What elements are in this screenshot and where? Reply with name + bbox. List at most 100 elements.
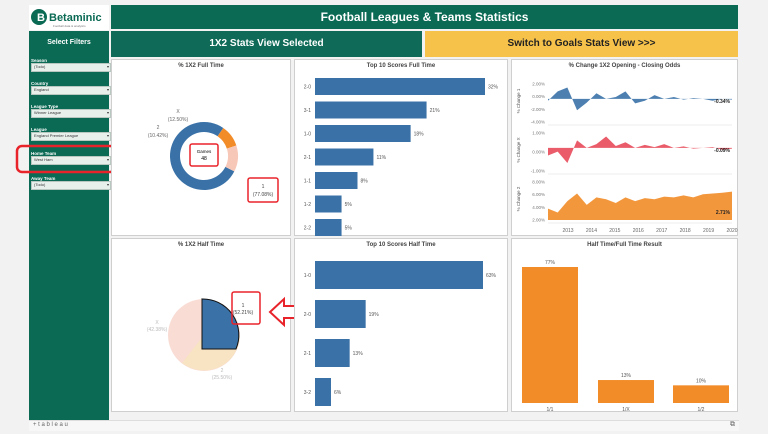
slice-pct-1: (52.21%) — [233, 310, 254, 316]
odds-change-charts: % Change 1 2.00% 0.00% -2.00% -4.00% -0.34% % … — [516, 82, 738, 235]
year-tick: 2014 — [586, 228, 597, 234]
score-label: 1-1 — [304, 179, 311, 185]
logo-tagline: Football data & analytics — [53, 24, 86, 28]
filters-title: Select Filters — [47, 39, 91, 46]
share-icon[interactable]: ⧉ — [730, 421, 735, 428]
score-pct: 32% — [488, 85, 499, 91]
league-type-select[interactable]: Winner League ▾ — [31, 109, 111, 118]
filters-sidebar: Select Filters Season (Todo) ▾ Country En… — [29, 31, 111, 420]
score-bar — [315, 148, 374, 166]
odds-area — [548, 87, 732, 111]
panel-odds-change: % Change 1X2 Opening - Closing Odds % Ch… — [511, 59, 738, 236]
score-pct: 11% — [376, 155, 386, 161]
donut-center-value: 48 — [201, 156, 207, 162]
odds-tick: -1.00% — [531, 169, 545, 174]
slice-pct-2: (25.50%) — [212, 375, 233, 381]
highlight-box — [189, 143, 219, 167]
panel-title: Top 10 Scores Full Time — [366, 63, 436, 69]
tableau-logo: + t a b l e a u — [33, 422, 68, 428]
1x2-view-button[interactable]: 1X2 Stats View Selected — [111, 31, 422, 57]
score-bar — [315, 219, 342, 236]
panel-ht-1x2: % 1X2 Half Time X (42.38%) 2 (25.50%) 1 … — [111, 238, 291, 412]
odds-tick: 2.00% — [532, 218, 545, 223]
top10-ht-bar-chart: 1-0 63% 2-0 19% 2-1 13% 3-2 6% — [304, 261, 497, 406]
country-select[interactable]: England ▾ — [31, 86, 111, 95]
score-pct: 6% — [334, 390, 342, 396]
odds-tick: 0.00% — [532, 150, 545, 155]
filter-country: Country England ▾ — [31, 81, 111, 95]
htft-bar — [522, 267, 578, 403]
odds-tick: 1.00% — [532, 131, 545, 136]
score-label: 2-2 — [304, 226, 311, 232]
odds-ylabel: % Change 2 — [516, 186, 521, 211]
odds-ylabel: % Change 1 — [516, 88, 521, 113]
away-team-select[interactable]: (Todo) ▾ — [31, 181, 111, 190]
odds-tick: 4.00% — [532, 205, 545, 210]
odds-last-value: -0.09% — [714, 148, 730, 154]
footer: + t a b l e a u ⧉ — [29, 420, 739, 431]
odds-last-value: 2.71% — [716, 210, 731, 216]
select-value: (Todo) — [34, 182, 46, 187]
score-label: 1-0 — [304, 273, 311, 279]
score-bar — [315, 101, 427, 119]
panel-title: % 1X2 Half Time — [177, 242, 225, 248]
panel-title: % Change 1X2 Opening - Closing Odds — [568, 63, 681, 69]
highlight-box — [231, 291, 261, 325]
logo: B Betaminic Football data & analytics — [29, 5, 109, 30]
score-pct: 8% — [361, 179, 369, 185]
odds-tick: 0.00% — [532, 94, 545, 99]
goals-view-button[interactable]: Switch to Goals Stats View >>> — [425, 31, 738, 57]
score-pct: 19% — [369, 312, 380, 318]
score-label: 1-2 — [304, 202, 311, 208]
score-pct: 63% — [486, 273, 497, 279]
year-tick: 2020 — [726, 228, 737, 234]
slice-pct-1: (77.08%) — [253, 192, 274, 198]
htft-cat: 1/X — [622, 407, 630, 413]
odds-area — [548, 191, 732, 220]
season-select[interactable]: (Todo) ▾ — [31, 63, 111, 72]
score-pct: 18% — [414, 132, 425, 138]
htft-cat: 1/2 — [698, 407, 705, 413]
slice-pct-2: (10.42%) — [148, 133, 169, 139]
select-value: England — [34, 87, 49, 92]
filter-label: Home Team — [31, 151, 57, 156]
home-team-select[interactable]: West Ham ▾ — [31, 156, 111, 165]
score-label: 1-0 — [304, 132, 311, 138]
panel-top10-ft: Top 10 Scores Full Time 2-0 32% 3-1 21% 1-0 1… — [294, 59, 508, 236]
score-bar — [315, 78, 485, 95]
year-tick: 2013 — [562, 228, 573, 234]
select-value: England Premier League — [34, 133, 79, 138]
odds-last-value: -0.34% — [714, 99, 730, 105]
highlight-box — [247, 177, 279, 203]
filter-label: Away Team — [31, 176, 56, 181]
filter-season: Season (Todo) ▾ — [31, 58, 111, 72]
score-label: 2-0 — [304, 312, 311, 318]
slice-pct-x: (12.50%) — [168, 117, 189, 123]
league-select[interactable]: England Premier League ▾ — [31, 132, 111, 141]
pie-slice-1-highlight — [201, 298, 240, 350]
odds-ylabel: % Change X — [516, 137, 521, 162]
htft-pct: 77% — [545, 260, 556, 266]
filter-league: League England Premier League ▾ — [31, 127, 111, 141]
logo-ball-icon — [31, 9, 47, 25]
chevron-down-icon: ▾ — [106, 64, 109, 69]
ht-pie-chart: X (42.38%) 2 (25.50%) 1 (52.21%) — [147, 291, 261, 381]
filter-label: League Type — [31, 104, 59, 109]
chevron-down-icon: ▾ — [106, 110, 109, 115]
slice-label-x: X — [155, 320, 159, 326]
page-title: Football Leagues & Teams Statistics — [111, 5, 738, 29]
filter-label: Country — [31, 81, 49, 86]
slice-label-x: X — [176, 109, 180, 115]
panel-title: Top 10 Scores Half Time — [366, 242, 436, 248]
htft-pct: 10% — [696, 378, 707, 384]
odds-tick: 2.00% — [532, 82, 545, 87]
select-value: (Todo) — [34, 64, 46, 69]
chevron-down-icon: ▾ — [106, 157, 109, 162]
panel-title: % 1X2 Full Time — [178, 63, 224, 69]
score-label: 2-1 — [304, 351, 311, 357]
filter-label: League — [31, 127, 47, 132]
htft-pct: 13% — [621, 373, 632, 379]
donut-center-label: Games — [197, 149, 212, 154]
filter-away-team: Away Team (Todo) ▾ — [31, 176, 111, 190]
score-bar — [315, 300, 366, 328]
